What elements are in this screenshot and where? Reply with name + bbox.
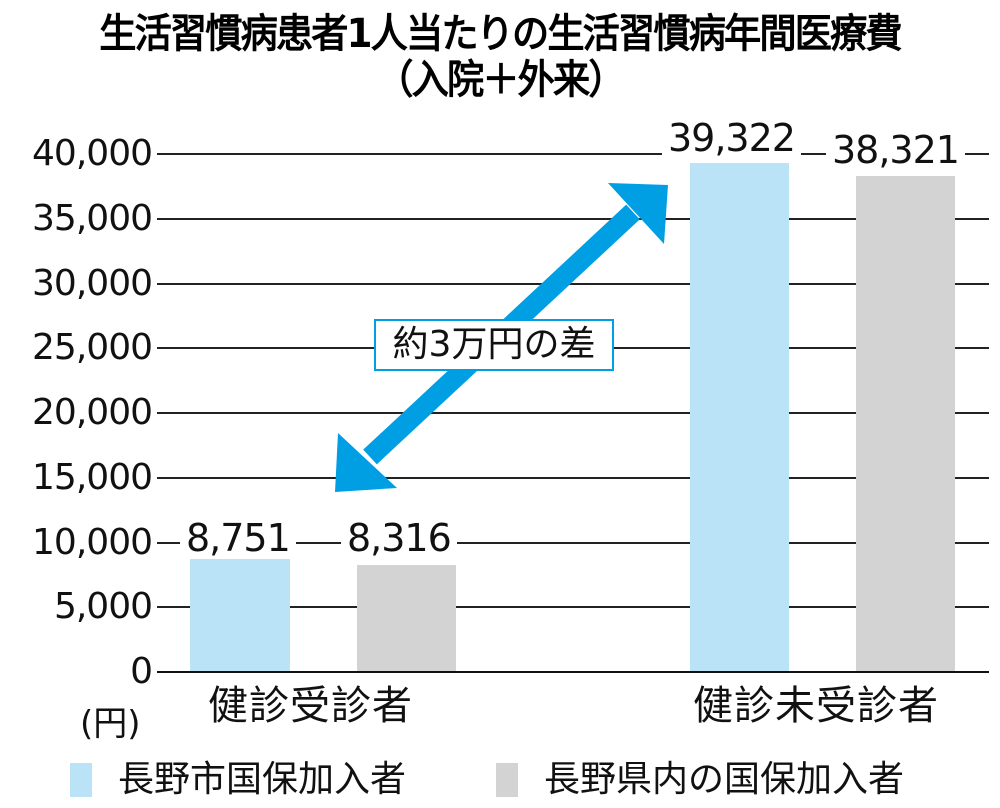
bar-kenshin-pref: [357, 565, 456, 672]
y-tick-15000: 15,000: [32, 457, 153, 498]
legend-item-city: 長野市国保加入者: [70, 758, 406, 802]
gridline-20000: [157, 412, 989, 414]
legend-label-city: 長野市国保加入者: [118, 759, 407, 800]
value-label-mikenshin-pref: 38,321: [826, 130, 965, 170]
gridline-30000: [157, 283, 989, 285]
y-tick-35000: 35,000: [32, 198, 153, 239]
gridline-35000: [157, 218, 989, 220]
y-axis-unit: (円): [80, 704, 141, 744]
chart-title-line2: （入院＋外来）: [376, 57, 625, 103]
gridline-40000: [157, 153, 989, 155]
bar-mikenshin-pref: [856, 176, 955, 672]
bar-mikenshin-city: [690, 163, 789, 672]
gridline-15000: [157, 477, 989, 479]
y-tick-20000: 20,000: [32, 392, 153, 433]
category-label-mikenshin: 健診未受診者: [693, 683, 939, 729]
y-tick-10000: 10,000: [32, 522, 153, 563]
y-tick-40000: 40,000: [32, 133, 153, 174]
category-label-kenshin: 健診受診者: [208, 683, 413, 729]
value-label-mikenshin-city: 39,322: [662, 118, 801, 158]
chart-title-line1: 生活習慣病患者1人当たりの生活習慣病年間医療費: [99, 11, 902, 57]
gridline-10000: [157, 542, 989, 544]
y-tick-0: 0: [130, 651, 153, 692]
y-tick-5000: 5,000: [53, 586, 153, 627]
difference-annotation: 約3万円の差: [374, 319, 614, 371]
legend-label-pref: 長野県内の国保加入者: [544, 759, 905, 800]
y-tick-25000: 25,000: [32, 327, 153, 368]
legend-swatch-city: [70, 763, 92, 797]
value-label-kenshin-pref: 8,316: [341, 518, 457, 558]
bar-kenshin-city: [190, 559, 290, 672]
legend-swatch-pref: [496, 763, 518, 797]
legend: 長野市国保加入者 長野県内の国保加入者: [0, 758, 1000, 808]
x-axis-baseline: [157, 671, 989, 673]
legend-item-pref: 長野県内の国保加入者: [496, 758, 904, 802]
value-label-kenshin-city: 8,751: [180, 518, 296, 558]
gridline-5000: [157, 606, 989, 608]
y-tick-30000: 30,000: [32, 263, 153, 304]
